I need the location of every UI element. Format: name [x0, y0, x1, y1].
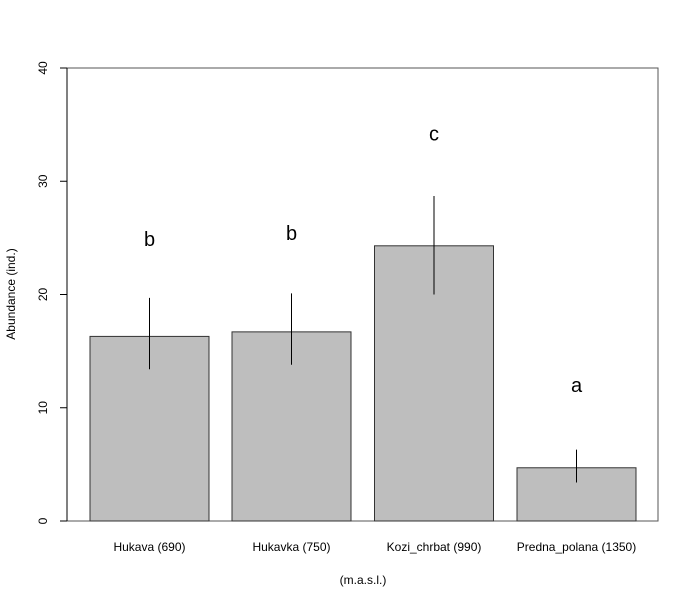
x-axis-label: (m.a.s.l.) — [340, 573, 387, 587]
y-tick-label-20: 20 — [36, 288, 50, 302]
error-bars-layer — [149, 195, 577, 483]
y-tick-label-40: 40 — [36, 61, 50, 75]
x-category-labels: Hukava (690) Hukavka (750) Kozi_chrbat (99… — [113, 540, 636, 554]
bars-layer — [89, 245, 637, 522]
y-tick-label-0: 0 — [36, 517, 50, 524]
significance-letter-3: c — [429, 123, 439, 145]
y-tick-label-30: 30 — [36, 174, 50, 188]
x-tick-label-4: Predna_polana (1350) — [517, 540, 636, 554]
y-axis-label: Abundance (ind.) — [4, 248, 18, 339]
significance-letter-1: b — [144, 229, 155, 251]
significance-letters-layer: b b c a — [144, 123, 583, 396]
x-tick-label-3: Kozi_chrbat (990) — [387, 540, 482, 554]
x-tick-label-1: Hukava (690) — [113, 540, 185, 554]
y-tick-label-10: 10 — [36, 401, 50, 415]
significance-letter-4: a — [571, 375, 583, 397]
x-tick-label-2: Hukavka (750) — [252, 540, 330, 554]
significance-letter-2: b — [286, 223, 297, 245]
y-axis: 0 10 20 30 40 — [36, 61, 68, 524]
